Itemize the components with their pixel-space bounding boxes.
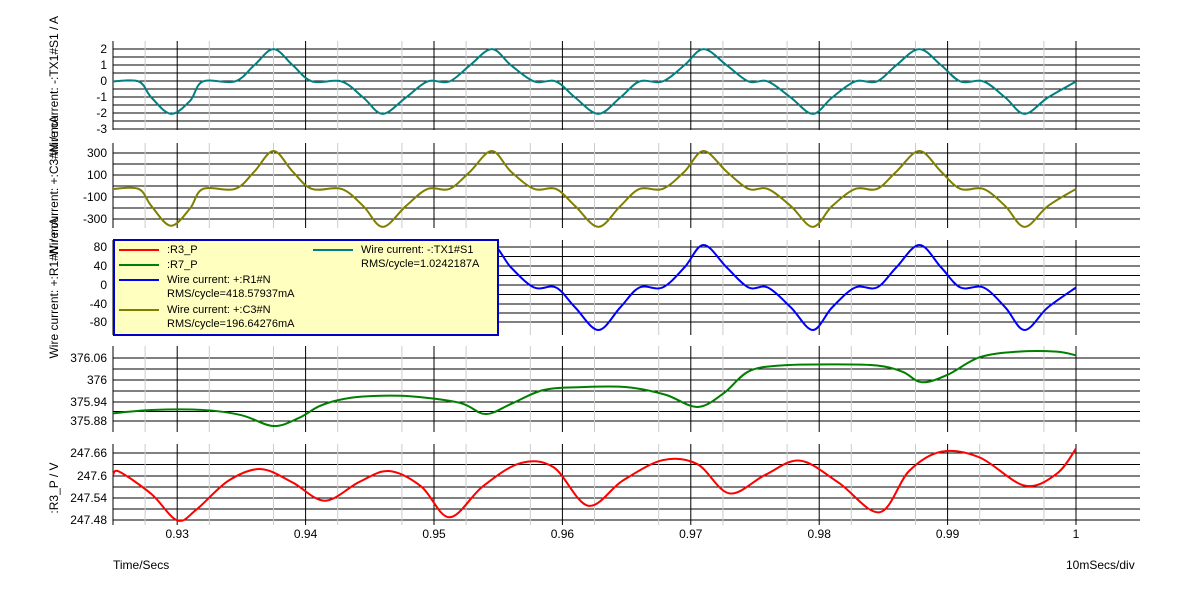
legend-rms: RMS/cycle=196.64276mA [167,318,295,330]
y-axis-label: Wire current: -:TX1#S1 / A [47,16,61,156]
y-tick-label: -80 [90,315,108,329]
legend-label: Wire current: -:TX1#S1 [361,244,474,256]
x-tick-label: 1 [1073,527,1080,541]
x-tick-label: 0.98 [808,527,832,541]
legend-rms: RMS/cycle=1.0242187A [361,258,480,270]
y-tick-label: 247.54 [70,491,107,505]
legend-swatch [119,279,159,281]
legend-swatch [119,264,159,266]
y-tick-label: -2 [96,106,107,120]
y-tick-label: -100 [83,190,107,204]
x-tick-label: 0.99 [936,527,960,541]
x-tick-label: 0.96 [551,527,575,541]
y-tick-label: 375.94 [70,395,107,409]
x-tick-label: 0.94 [294,527,318,541]
y-tick-label: 376.06 [70,351,107,365]
x-tick-label: 0.97 [679,527,703,541]
y-tick-label: 375.88 [70,414,107,428]
y-tick-label: 40 [94,259,108,273]
legend-swatch [119,309,159,311]
y-tick-label: -300 [83,212,107,226]
y-tick-label: 300 [87,146,107,160]
legend-label: Wire current: +:C3#N [167,304,271,316]
y-tick-label: 2 [100,42,107,56]
y-tick-label: 0 [100,74,107,88]
y-tick-label: -40 [90,297,108,311]
legend-label: :R3_P [167,244,198,256]
x-tick-label: 0.95 [422,527,446,541]
y-tick-label: 376 [87,373,107,387]
series-line [112,448,1077,522]
y-tick-label: 100 [87,168,107,182]
y-tick-label: 1 [100,58,107,72]
y-axis-label: Wire current: +:C3#N / mA [47,115,61,256]
y-axis-label: :R3_P / V [47,462,61,513]
time-scale-label: 10mSecs/div [1066,558,1135,572]
legend-rms: RMS/cycle=418.57937mA [167,288,295,300]
x-axis-label: Time/Secs [113,558,170,572]
legend-swatch [313,249,353,251]
y-axis-label: Wire current: +:R1#N / mA [47,217,61,358]
y-tick-label: 80 [94,240,108,254]
series-line [112,150,1077,228]
y-tick-label: 247.48 [70,513,107,527]
series-line [112,350,1077,428]
legend-box: :R3_P :R7_P Wire current: +:R1#N RMS/cycle=… [113,239,499,336]
series-line [112,48,1077,115]
legend-swatch [119,249,159,251]
y-tick-label: 247.66 [70,446,107,460]
y-tick-label: -1 [96,90,107,104]
x-tick-label: 0.93 [166,527,190,541]
y-tick-label: 0 [100,278,107,292]
y-tick-label: 247.6 [77,469,107,483]
y-tick-label: -3 [96,122,107,136]
legend-label: Wire current: +:R1#N [167,274,271,286]
legend-label: :R7_P [167,259,198,271]
